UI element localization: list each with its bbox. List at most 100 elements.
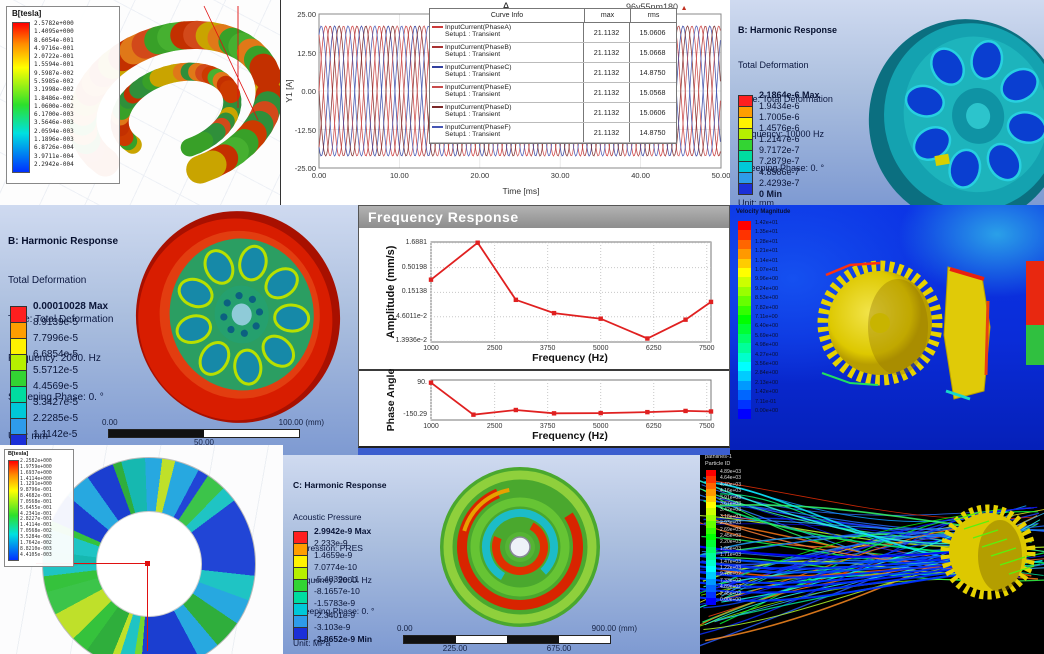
colorbar-segment bbox=[738, 343, 751, 353]
colorbar-label: 9.78e+02 bbox=[720, 571, 741, 578]
colorbar-label: 1.9434e-6 bbox=[759, 101, 800, 111]
colorbar-segment bbox=[738, 172, 753, 184]
colorbar-label: 1.28e+01 bbox=[755, 238, 779, 245]
colorbar-label: 8.8210e-003 bbox=[20, 546, 52, 552]
colorbar-label: 4.98e+00 bbox=[755, 342, 779, 349]
result-line: Sweeping Phase: 0. ° bbox=[293, 606, 375, 616]
colorbar-label: 2.0594e-003 bbox=[34, 127, 74, 135]
amplitude-y-tick: 0.15138 bbox=[401, 288, 427, 296]
curve-rms: 15.0606 bbox=[639, 108, 666, 117]
colorbar-label: 4.8586e-7 bbox=[759, 167, 800, 177]
y-tick-label: 0.00 bbox=[301, 87, 316, 96]
colorbar-segment bbox=[706, 546, 716, 554]
curve-setup: Setup1 : Transient bbox=[445, 51, 501, 58]
result-line: Sweeping Phase: 0. ° bbox=[738, 163, 825, 173]
colorbar-label: 0.00010028 Max bbox=[33, 301, 109, 312]
crosshair-vertical bbox=[147, 563, 148, 651]
color-gradient-bar bbox=[8, 460, 19, 561]
colorbar-segment bbox=[293, 555, 308, 568]
panel-maxwell-torus: B[tesla] 2.5782e+000 1.4095e+000 8.6054e-0… bbox=[0, 0, 280, 205]
colorbar-label: 0.00e+00 bbox=[755, 408, 779, 414]
colorbar-segment bbox=[738, 315, 751, 325]
colorbar-label: -2.3401e-9 bbox=[314, 610, 356, 620]
x-axis-label: Time [ms] bbox=[502, 186, 540, 196]
colorbar-segment bbox=[706, 578, 716, 586]
curve-rms: 15.0606 bbox=[639, 28, 666, 37]
x-tick-label: 30.00 bbox=[550, 171, 570, 180]
colorbar-label: 2.5782e+000 bbox=[34, 20, 74, 27]
y-tick-label: 25.00 bbox=[297, 10, 316, 19]
colorbar-label: 3.67e+03 bbox=[720, 501, 741, 507]
colorbar-title: pathlines-1 Particle ID bbox=[705, 454, 732, 467]
ruler-label-q1: 225.00 bbox=[442, 644, 468, 653]
colorbar-label: 4.89e+02 bbox=[720, 584, 741, 591]
amplitude-x-tick: 2500 bbox=[486, 345, 503, 352]
legend-row: InputCurrent(PhaseE) Setup1 : Transient 21… bbox=[430, 83, 676, 103]
colorbar-label: 2.8227e-001 bbox=[20, 517, 52, 523]
colorbar-segment bbox=[10, 306, 27, 323]
colorbar-segment bbox=[293, 615, 308, 628]
curve-setup: Setup1 : Transient bbox=[445, 91, 501, 98]
colorbar-segment bbox=[738, 183, 753, 195]
colorbar-label: 5.5985e-002 bbox=[34, 77, 74, 85]
colorbar-segment bbox=[738, 380, 751, 391]
colorbar-segment bbox=[706, 470, 716, 477]
colorbar-label: 2.45e+02 bbox=[720, 590, 741, 597]
colorbar-title: B[tesla] bbox=[8, 451, 29, 457]
plot-marker-icon: ▲ bbox=[680, 5, 688, 12]
colorbar-segment bbox=[706, 495, 716, 503]
legend-row: InputCurrent(PhaseB) Setup1 : Transient 21… bbox=[430, 43, 676, 63]
colorbar-label: 1.71e+03 bbox=[720, 552, 741, 559]
colorbar-segment bbox=[706, 598, 716, 605]
colorbar-label: 7.7996e-5 bbox=[33, 333, 79, 344]
colorbar-segment bbox=[293, 531, 308, 544]
colorbar-segment bbox=[738, 399, 751, 410]
colorbar-label: 4.2341e-001 bbox=[20, 511, 52, 517]
result-line: Frequency: 10000 Hz bbox=[738, 128, 825, 139]
colorbar-label: 1.1142e-5 bbox=[33, 429, 78, 440]
curve-setup: Setup1 : Transient bbox=[445, 111, 501, 118]
frequency-response-charts bbox=[359, 240, 729, 421]
colorbar-label: 9.96e+00 bbox=[755, 276, 779, 283]
curve-name: InputCurrent(PhaseB) bbox=[445, 44, 512, 51]
colorbar-segment bbox=[738, 362, 751, 372]
colorbar-label: 2.1864e-6 Max bbox=[759, 90, 820, 100]
axis-ticks: Amplitude (mm/s) Frequency (Hz) Phase An… bbox=[359, 228, 729, 446]
colorbar-label: 3.5646e-003 bbox=[34, 119, 74, 127]
colorbar-label: 3.1998e-002 bbox=[34, 86, 74, 94]
colorbar-label: 9.5987e-002 bbox=[34, 69, 74, 77]
colorbar-label: 8.6054e-001 bbox=[34, 36, 74, 44]
legend-header-max: max bbox=[585, 9, 631, 22]
colorbar-label: 0 Min bbox=[759, 189, 783, 199]
result-line: Total Deformation bbox=[8, 275, 87, 286]
colorbar-values: 2.5782e+000 1.4095e+000 8.6054e-001 4.9716e… bbox=[34, 20, 74, 169]
colorbar-segment bbox=[738, 409, 751, 419]
colorbar-segment bbox=[738, 333, 751, 344]
colorbar-segment bbox=[738, 249, 751, 259]
colorbar-segment bbox=[738, 128, 753, 140]
colorbar-label: 7.11e-01 bbox=[755, 398, 777, 405]
colorbar-label: 2.9942e-9 Max bbox=[314, 526, 372, 536]
colorbar-label: 2.45e+03 bbox=[720, 533, 741, 539]
window-titlebar[interactable]: Frequency Response bbox=[359, 206, 729, 228]
phase-x-axis-label: Frequency (Hz) bbox=[532, 430, 608, 442]
curve-rms: 14.8750 bbox=[639, 128, 666, 137]
x-tick-label: 0.00 bbox=[311, 171, 327, 180]
colorbar-segment bbox=[706, 540, 716, 548]
legend-header-curve-info: Curve Info bbox=[430, 9, 585, 22]
legend-header-rms: rms bbox=[647, 12, 660, 19]
curve-max: 21.1132 bbox=[584, 23, 630, 42]
colorbar-label: 2.69e+03 bbox=[720, 526, 741, 533]
colorbar-label: 1.47e+03 bbox=[720, 558, 741, 565]
colorbar-segment bbox=[738, 106, 753, 118]
colorbar-label: 2.2285e-5 bbox=[33, 413, 79, 424]
colorbar-title: B[tesla] bbox=[12, 9, 42, 18]
colorbar-label: 9.7172e-7 bbox=[759, 145, 800, 155]
colorbar-segment bbox=[738, 352, 751, 363]
colorbar-segment bbox=[10, 338, 27, 355]
y-tick-label: -25.00 bbox=[294, 164, 316, 173]
result-line: Unit: MPa bbox=[293, 637, 331, 648]
curve-color-swatch bbox=[432, 46, 443, 49]
y-tick-label: -12.50 bbox=[294, 125, 316, 135]
